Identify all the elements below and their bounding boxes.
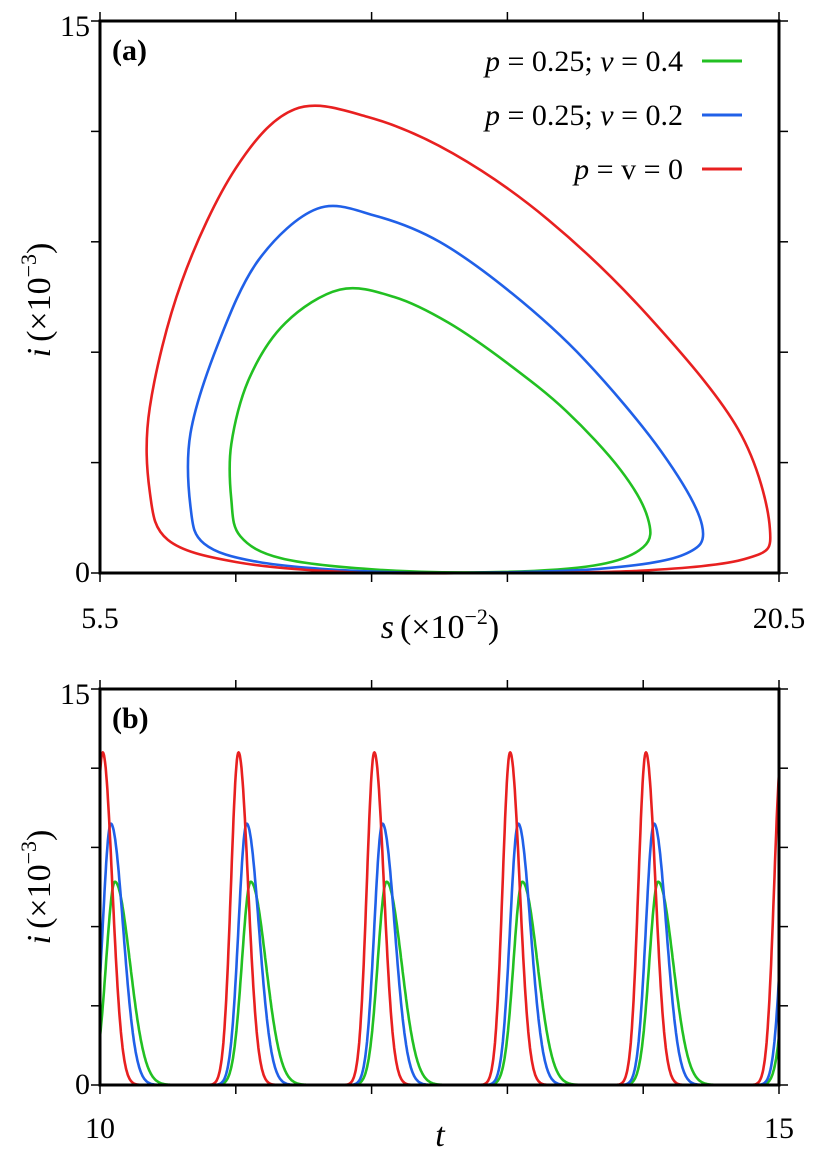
y-axis-unit: (×10 xyxy=(21,277,58,342)
time-series-panel: 15 0 10 15 (b) t i(×10−3) xyxy=(16,678,794,1154)
x-axis-var: s xyxy=(381,609,394,646)
x-axis-close: ) xyxy=(488,609,499,646)
x-axis-exp: −2 xyxy=(464,604,487,629)
limit-cycle-green xyxy=(228,286,652,574)
time-series-blue xyxy=(98,822,781,1087)
x-axis-label-b: t xyxy=(435,1117,446,1154)
x-tick-label-left-b: 10 xyxy=(85,1112,115,1145)
y-axis-label: i (×10−3) xyxy=(16,243,58,358)
panel-label-b: (b) xyxy=(112,702,149,735)
y-tick-label-bottom-b: 0 xyxy=(75,1068,90,1101)
panel-b-frame xyxy=(98,687,781,1087)
y-axis-var: i xyxy=(21,348,58,357)
y-axis-label-b: i(×10−3) xyxy=(16,830,58,945)
x-tick-label-left: 5.5 xyxy=(81,602,119,635)
panel-label-a: (a) xyxy=(112,34,147,67)
x-axis-label: s (×10−2) xyxy=(381,604,499,646)
panel-a-frame xyxy=(98,19,781,575)
phase-portrait-panel: 15 0 5.5 20.5 (a) s (×10−2) i(×10−3) p = … xyxy=(16,10,805,646)
y-tick-label-top: 15 xyxy=(60,10,90,43)
legend-label-green: p = 0.25; v = 0.4 xyxy=(483,45,683,78)
time-series-green xyxy=(98,880,781,1087)
x-tick-label-right-b: 15 xyxy=(764,1112,794,1145)
x-tick-label-right: 20.5 xyxy=(753,602,806,635)
x-axis-unit: (×10 xyxy=(400,609,465,646)
y-tick-label-bottom: 0 xyxy=(75,556,90,589)
y-tick-label-top-b: 15 xyxy=(60,678,90,711)
limit-cycle-blue xyxy=(186,204,705,575)
y-axis-close: ) xyxy=(21,243,58,254)
legend-label-red: p = v = 0 xyxy=(572,153,683,186)
y-axis-exp: −3 xyxy=(16,254,41,277)
legend-label-blue: p = 0.25; v = 0.2 xyxy=(483,99,683,132)
legend: p = 0.25; v = 0.4 p = 0.25; v = 0.2 p = … xyxy=(483,45,742,186)
